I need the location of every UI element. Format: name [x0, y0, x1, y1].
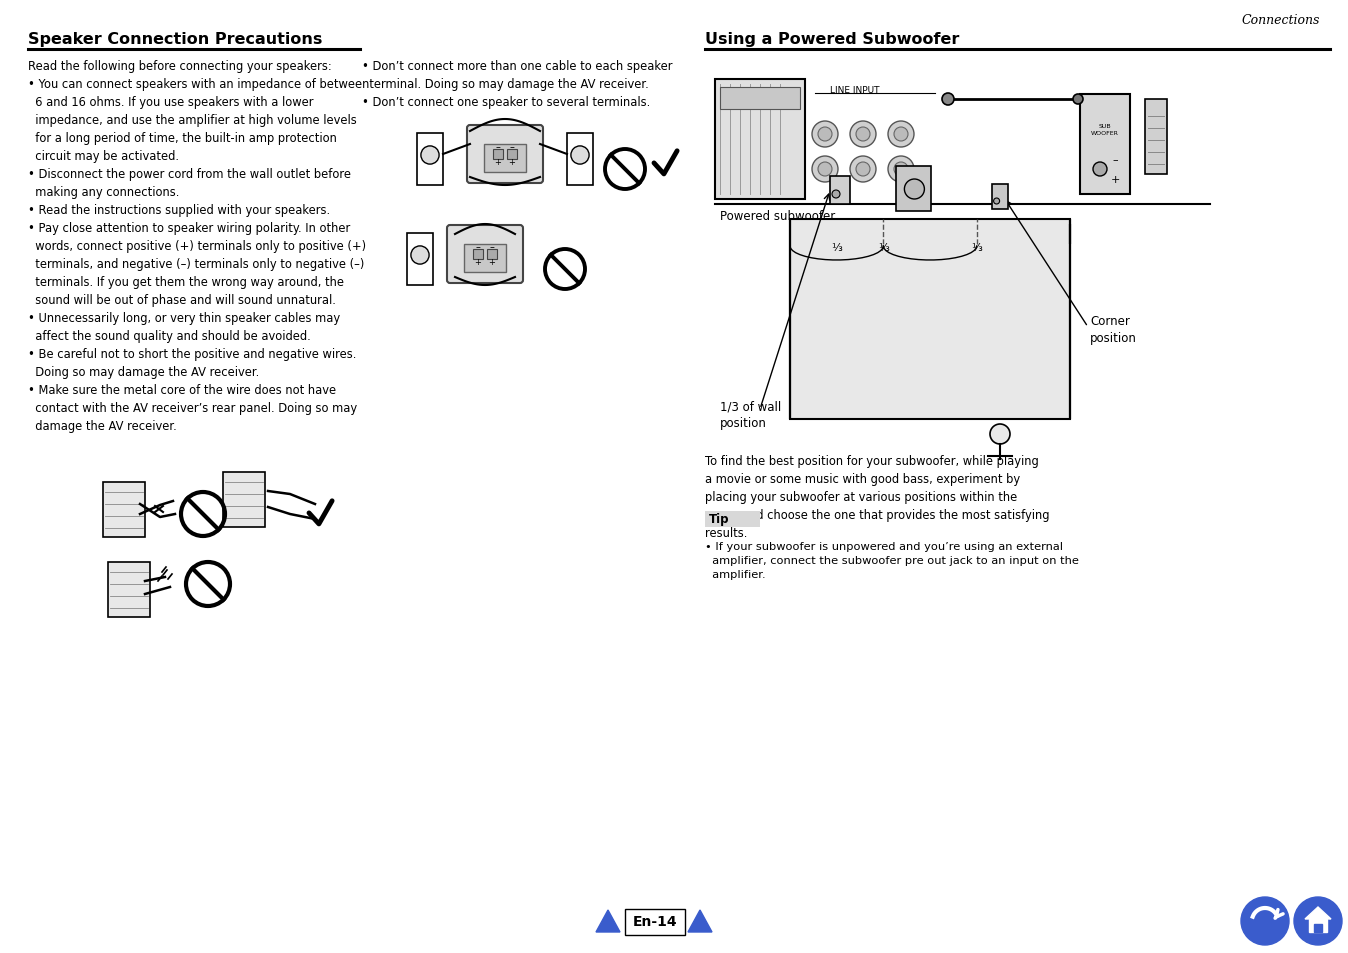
Bar [625, 909, 685, 935]
Text: Speaker Connection Precautions: Speaker Connection Precautions [28, 32, 322, 47]
Text: • If your subwoofer is unpowered and you’re using an external
  amplifier, conne: • If your subwoofer is unpowered and you… [705, 541, 1078, 579]
Text: –: – [476, 242, 480, 252]
Bar [714, 80, 805, 200]
Polygon shape [596, 910, 620, 932]
Text: +: + [488, 258, 496, 267]
Circle shape [818, 163, 832, 177]
Text: +: + [495, 158, 501, 167]
Text: SUB
WOOFER: SUB WOOFER [1091, 124, 1119, 135]
Text: –: – [1112, 154, 1117, 165]
Text: LINE INPUT: LINE INPUT [830, 86, 880, 95]
Circle shape [888, 122, 914, 148]
Circle shape [1294, 897, 1343, 945]
Text: Tip: Tip [709, 513, 729, 526]
Bar [992, 185, 1007, 210]
Circle shape [894, 128, 909, 142]
Circle shape [832, 191, 840, 199]
Text: Using a Powered Subwoofer: Using a Powered Subwoofer [705, 32, 960, 47]
Bar [896, 167, 931, 212]
Circle shape [1073, 95, 1082, 105]
Text: En-14: En-14 [632, 914, 677, 928]
Bar [568, 133, 593, 186]
Bar [487, 250, 497, 260]
Circle shape [1093, 163, 1107, 177]
Polygon shape [104, 482, 146, 537]
Text: Connections: Connections [1242, 14, 1320, 27]
Text: Powered subwoofer: Powered subwoofer [720, 210, 836, 223]
Bar [507, 150, 518, 160]
Text: To find the best position for your subwoofer, while playing
a movie or some musi: To find the best position for your subwo… [705, 455, 1050, 539]
Circle shape [811, 157, 838, 183]
Bar [493, 150, 503, 160]
Text: –: – [489, 242, 495, 252]
Bar [407, 233, 433, 286]
Text: ⅓: ⅓ [832, 243, 842, 253]
Circle shape [572, 147, 589, 165]
Circle shape [888, 157, 914, 183]
Text: +: + [474, 258, 481, 267]
Polygon shape [790, 220, 1070, 419]
Bar [705, 512, 760, 527]
Text: –: – [496, 142, 500, 152]
Bar [1314, 924, 1322, 932]
Bar [473, 250, 483, 260]
Circle shape [851, 122, 876, 148]
Circle shape [905, 180, 925, 200]
Bar [464, 244, 506, 273]
Circle shape [993, 199, 1000, 205]
Text: ⅓: ⅓ [878, 243, 888, 253]
Text: +: + [508, 158, 515, 167]
Text: Read the following before connecting your speakers:
• You can connect speakers w: Read the following before connecting you… [28, 60, 369, 433]
Polygon shape [108, 562, 150, 617]
Text: +: + [1111, 174, 1120, 185]
Polygon shape [224, 472, 266, 527]
Text: • Don’t connect more than one cable to each speaker
  terminal. Doing so may dam: • Don’t connect more than one cable to e… [363, 60, 673, 109]
Circle shape [851, 157, 876, 183]
Circle shape [942, 94, 954, 106]
Bar [1144, 100, 1167, 174]
Bar [720, 88, 799, 110]
Bar [484, 145, 526, 173]
Polygon shape [687, 910, 712, 932]
Bar [1080, 95, 1130, 194]
Circle shape [411, 247, 429, 265]
Text: ⅓: ⅓ [971, 243, 983, 253]
Text: Corner
position: Corner position [1091, 314, 1136, 345]
Circle shape [856, 128, 869, 142]
Bar [1309, 919, 1326, 932]
Circle shape [989, 424, 1010, 444]
Bar [417, 133, 443, 186]
Circle shape [811, 122, 838, 148]
Text: –: – [510, 142, 515, 152]
Polygon shape [1305, 907, 1330, 919]
Circle shape [421, 147, 439, 165]
FancyBboxPatch shape [448, 226, 523, 284]
Circle shape [1242, 897, 1289, 945]
Text: 1/3 of wall
position: 1/3 of wall position [720, 399, 782, 430]
FancyBboxPatch shape [466, 126, 543, 184]
Circle shape [856, 163, 869, 177]
Circle shape [894, 163, 909, 177]
Bar [830, 177, 851, 205]
Circle shape [818, 128, 832, 142]
